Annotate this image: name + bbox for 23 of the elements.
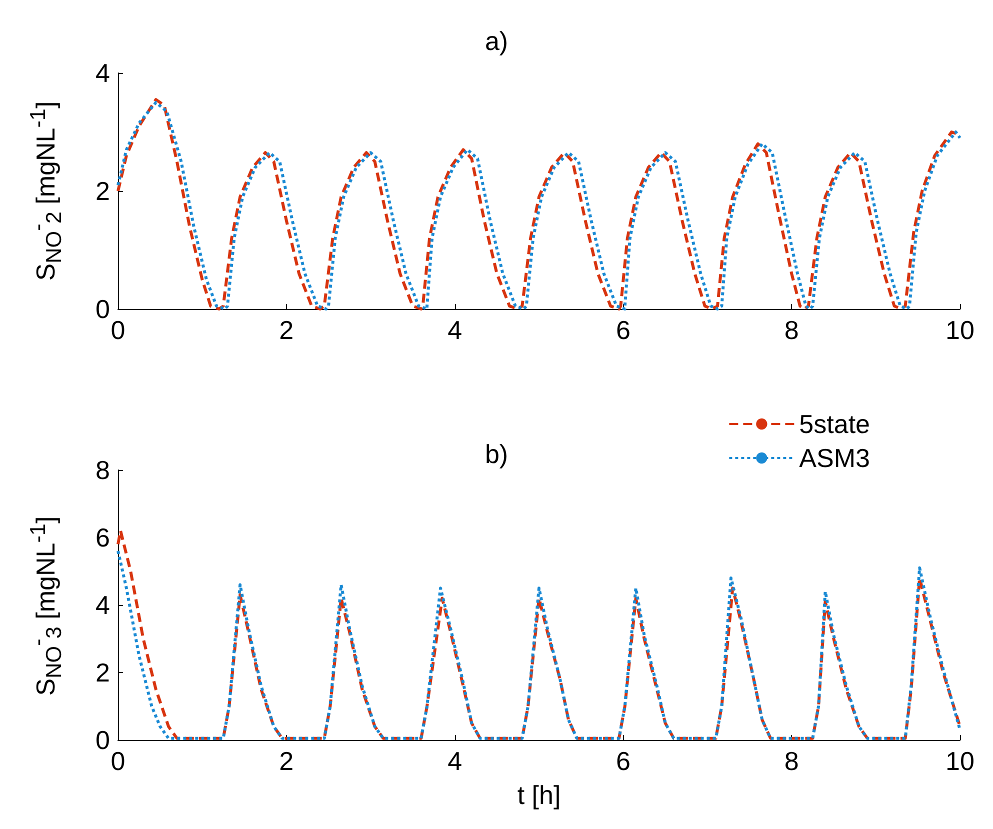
x-tick-label: 6 [616,315,630,345]
x-tick-label: 10 [946,315,974,345]
x-tick-label: 4 [448,315,462,345]
x-tick-label: 8 [784,746,799,776]
y-tick-label: 6 [96,522,110,552]
y-tick-label: 0 [96,725,110,755]
y-tick-label: 2 [96,658,110,688]
legend-label: ASM3 [799,443,870,473]
x-tick-label: 4 [448,746,462,776]
y-tick-label: 2 [96,176,110,206]
y-tick-label: 4 [96,590,110,620]
x-tick-label: 10 [946,746,974,776]
chart-title: a) [484,26,508,56]
x-tick-label: 2 [279,746,294,776]
x-axis-title: t [h] [517,780,561,810]
y-tick-label: 8 [96,455,110,485]
chart-title: b) [484,439,508,469]
y-tick-label: 4 [96,58,110,88]
x-tick-label: 8 [784,315,799,345]
legend-label: 5state [799,409,870,439]
x-tick-label: 2 [279,315,294,345]
y-tick-label: 0 [96,294,110,324]
x-tick-label: 6 [616,746,630,776]
